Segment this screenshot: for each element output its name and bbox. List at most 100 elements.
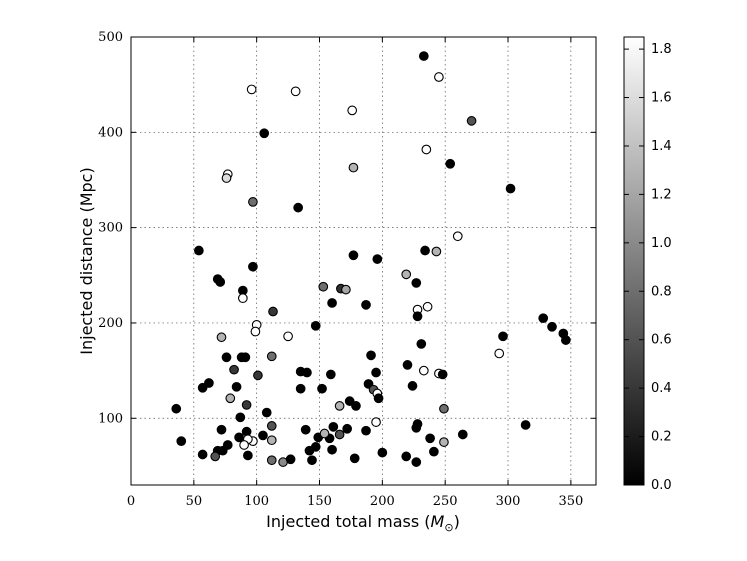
data-point <box>235 412 246 423</box>
data-point <box>225 393 236 404</box>
y-tick-label: 100 <box>98 411 123 426</box>
data-point <box>258 430 268 441</box>
data-point <box>411 278 422 288</box>
data-point <box>318 281 329 292</box>
data-point <box>418 365 429 376</box>
data-point <box>347 105 358 116</box>
data-point <box>505 183 516 194</box>
data-point <box>351 401 361 411</box>
data-point <box>520 420 531 430</box>
data-point <box>348 162 359 173</box>
colorbar-tick-label: 1.2 <box>651 187 672 202</box>
data-point <box>231 381 242 392</box>
data-point <box>261 407 272 418</box>
data-point <box>560 335 571 345</box>
data-point <box>401 269 412 280</box>
data-point <box>377 447 388 458</box>
data-point <box>341 284 351 295</box>
data-point <box>421 144 432 155</box>
data-point <box>457 429 468 440</box>
plot-area <box>131 37 596 485</box>
data-point <box>439 437 449 447</box>
data-point <box>216 424 227 435</box>
data-point <box>344 396 355 406</box>
data-point <box>402 360 413 370</box>
data-point <box>171 403 182 414</box>
data-point <box>239 440 249 450</box>
colorbar-tick-label: 1.8 <box>651 42 672 57</box>
data-point <box>293 202 303 213</box>
data-point <box>425 433 435 444</box>
data-point <box>216 332 227 343</box>
data-point <box>210 451 221 462</box>
data-point <box>295 383 306 394</box>
data-point <box>366 350 376 361</box>
data-point <box>290 86 301 97</box>
data-point <box>349 453 360 464</box>
data-point <box>334 401 345 411</box>
data-point <box>373 393 384 404</box>
colorbar-tick-label: 0.0 <box>651 478 672 493</box>
data-point <box>204 378 214 388</box>
data-point <box>494 348 505 359</box>
data-point <box>412 419 423 429</box>
data-point <box>498 331 508 342</box>
colorbar-tick-label: 1.4 <box>651 139 672 154</box>
y-tick-label: 500 <box>98 30 123 45</box>
plot-frame <box>130 36 597 486</box>
data-point <box>420 245 430 256</box>
data-point <box>361 299 371 310</box>
data-point <box>248 261 258 272</box>
data-point <box>266 435 277 446</box>
data-point <box>431 246 442 257</box>
data-point <box>266 421 277 431</box>
x-tick-label: 150 <box>307 494 332 509</box>
data-point <box>250 326 261 337</box>
data-point <box>328 422 339 432</box>
data-point <box>229 364 239 375</box>
data-point <box>310 320 321 331</box>
data-point <box>221 173 232 183</box>
x-tick-label: 300 <box>496 494 521 509</box>
y-axis-ticks: 100 200 300 400 500 <box>98 30 596 426</box>
data-point <box>411 457 422 467</box>
x-axis-title: Injected total mass (M⊙) <box>266 512 460 534</box>
data-point <box>325 369 336 380</box>
colorbar-tick-label: 1.6 <box>651 91 672 106</box>
data-point <box>302 367 312 378</box>
x-axis-ticks: 0 50 100 150 200 250 300 350 <box>127 37 583 509</box>
data-point <box>217 445 228 456</box>
data-point <box>348 250 359 261</box>
data-point <box>439 403 449 414</box>
data-point <box>434 72 444 82</box>
data-point <box>547 321 557 332</box>
data-point <box>445 158 456 169</box>
data-point <box>372 254 383 264</box>
data-point <box>342 423 353 434</box>
y-tick-label: 200 <box>98 316 123 331</box>
data-point <box>304 445 315 456</box>
data-point <box>300 424 311 435</box>
data-point <box>221 352 232 363</box>
grid-lines <box>131 37 596 485</box>
x-tick-label: 200 <box>370 494 395 509</box>
data-point <box>452 231 463 242</box>
data-point <box>285 454 296 465</box>
data-point <box>253 370 263 381</box>
x-tick-label: 0 <box>127 494 135 509</box>
data-point <box>194 245 204 256</box>
x-tick-label: 50 <box>186 494 203 509</box>
data-point <box>268 306 278 317</box>
data-point <box>361 425 371 436</box>
data-point <box>418 51 429 61</box>
data-point <box>371 417 381 427</box>
data-point <box>401 451 412 462</box>
data-points <box>171 51 571 467</box>
y-tick-label: 300 <box>98 221 123 236</box>
data-point <box>241 400 252 410</box>
colorbar-ticks: 0.0 0.2 0.4 0.6 0.8 1.0 1.2 1.4 1.6 1.8 <box>624 42 672 493</box>
data-point <box>307 455 317 466</box>
data-point <box>215 277 226 287</box>
data-point <box>176 436 187 447</box>
